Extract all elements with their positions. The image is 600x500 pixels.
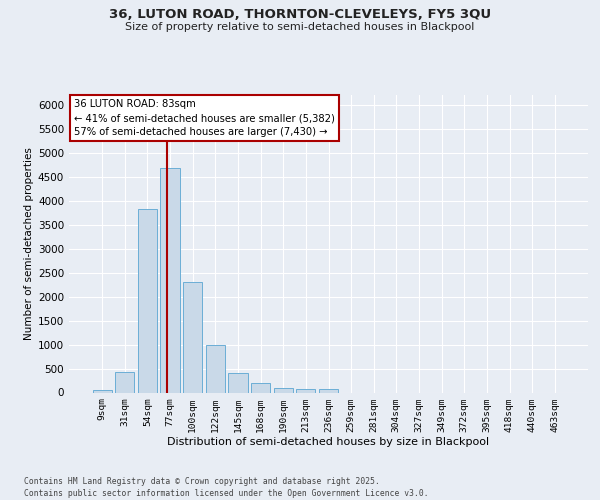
Text: 36, LUTON ROAD, THORNTON-CLEVELEYS, FY5 3QU: 36, LUTON ROAD, THORNTON-CLEVELEYS, FY5 … [109, 8, 491, 20]
Bar [251, 383, 270, 392]
Text: Size of property relative to semi-detached houses in Blackpool: Size of property relative to semi-detach… [125, 22, 475, 32]
Bar [183, 282, 202, 393]
Bar [115, 372, 134, 392]
Bar [229, 373, 248, 392]
Bar [274, 388, 293, 392]
Bar [296, 389, 316, 392]
Bar [160, 168, 180, 392]
Bar [319, 390, 338, 392]
Bar [206, 344, 225, 393]
Y-axis label: Number of semi-detached properties: Number of semi-detached properties [24, 148, 34, 340]
Bar [92, 390, 112, 392]
Text: 36 LUTON ROAD: 83sqm
← 41% of semi-detached houses are smaller (5,382)
57% of se: 36 LUTON ROAD: 83sqm ← 41% of semi-detac… [74, 100, 335, 138]
Text: Contains HM Land Registry data © Crown copyright and database right 2025.
Contai: Contains HM Land Registry data © Crown c… [24, 476, 428, 498]
X-axis label: Distribution of semi-detached houses by size in Blackpool: Distribution of semi-detached houses by … [167, 438, 490, 448]
Bar [138, 209, 157, 392]
